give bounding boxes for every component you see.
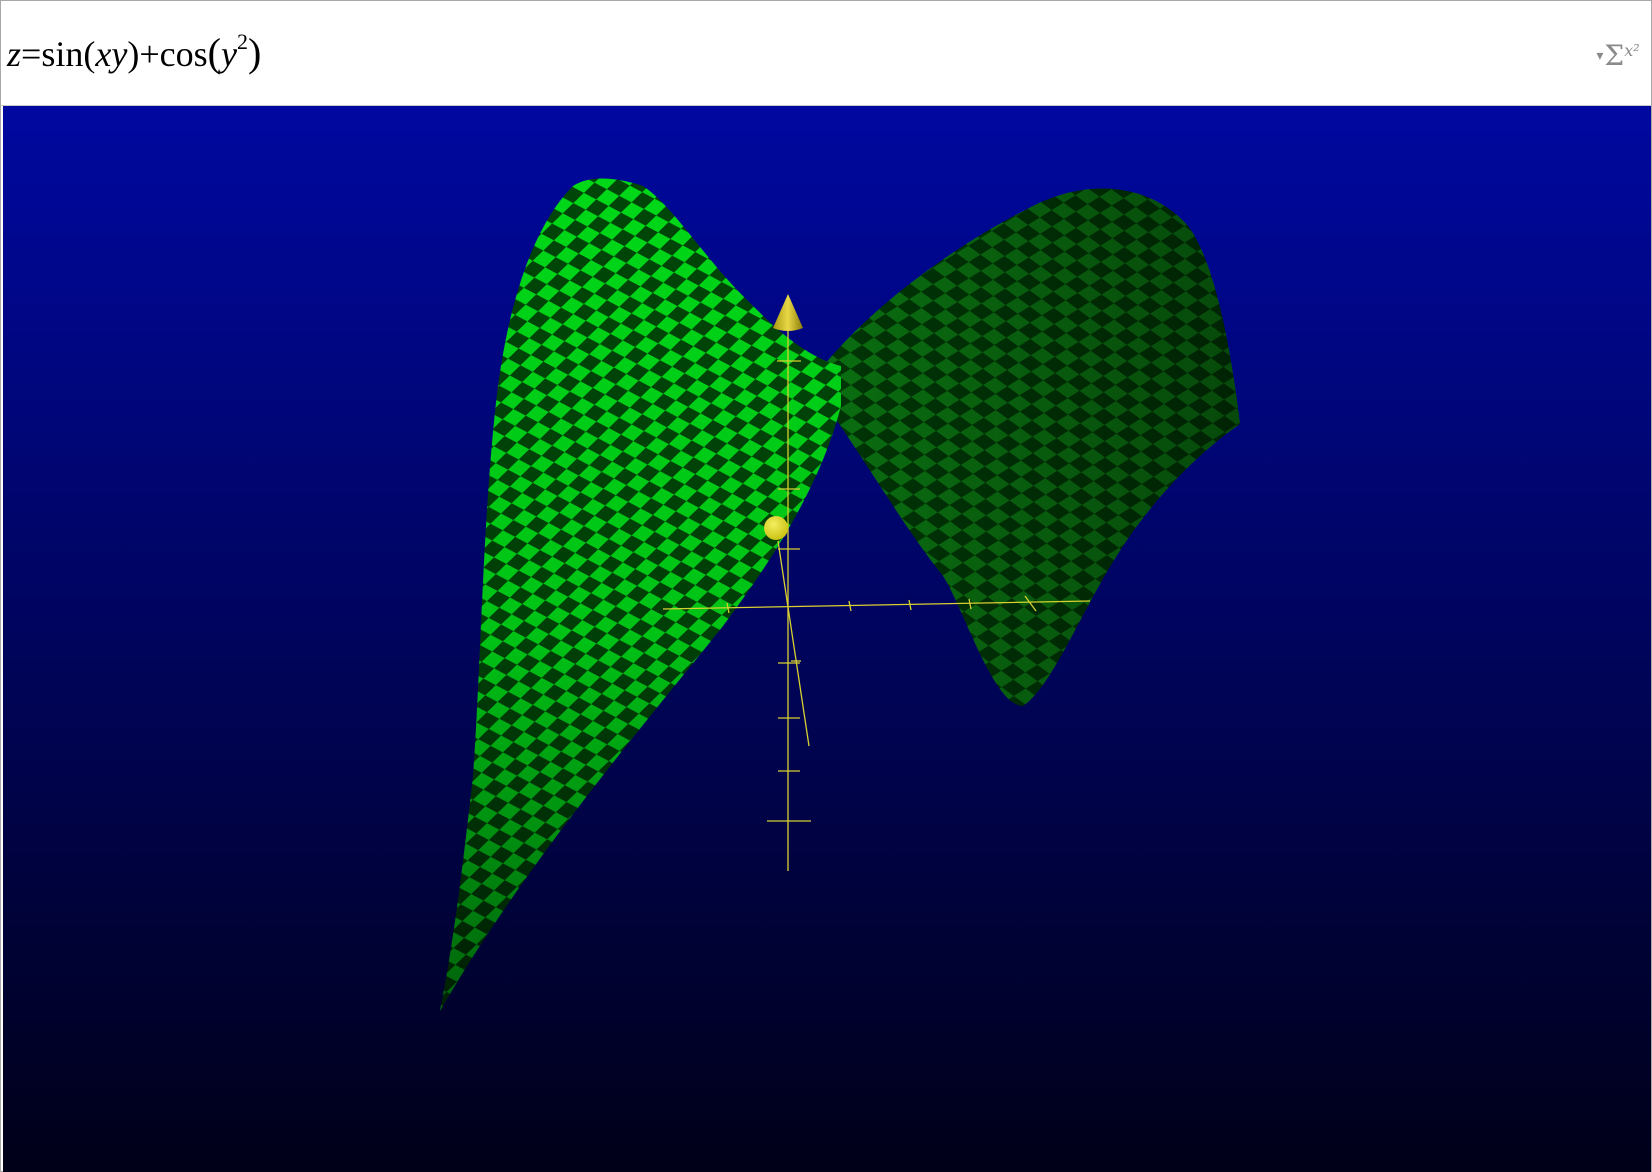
graphics-canvas[interactable] — [3, 106, 1651, 1172]
background-gradient — [3, 106, 1651, 1172]
function-surface[interactable] — [440, 178, 1240, 1012]
z-variable: z — [7, 34, 22, 74]
sin-argument: xy — [95, 34, 128, 74]
equals-sign: = — [21, 34, 42, 74]
z-axis-arrowhead-icon — [773, 294, 803, 331]
sigma-icon: Σ — [1604, 39, 1625, 72]
surface-left-shading — [440, 178, 841, 1011]
graphics-3d-view[interactable] — [3, 106, 1651, 1172]
equation-display[interactable]: z=sin(xy)+cos(y2) — [7, 31, 261, 76]
origin-point-marker[interactable] — [764, 516, 788, 540]
cos-function: cos — [159, 34, 208, 74]
surface-right-shading — [823, 188, 1240, 707]
x-squared-icon: x² — [1624, 40, 1640, 60]
cos-argument-base: y — [220, 34, 237, 74]
x-axis-ticks — [726, 595, 1037, 614]
right-paren: ) — [247, 30, 262, 75]
z-axis-ticks — [767, 360, 811, 822]
dropdown-caret-icon: ▾ — [1596, 48, 1604, 64]
coordinate-axes — [662, 331, 1091, 871]
cos-argument-exponent: 2 — [236, 29, 248, 54]
sin-function: sin — [41, 34, 84, 74]
y-axis — [777, 540, 810, 747]
left-paren: ( — [207, 30, 221, 75]
plus-sign: + — [139, 34, 160, 74]
formula-input-bar[interactable]: z=sin(xy)+cos(y2) ▾ Σ x² — [1, 1, 1651, 106]
left-paren: ( — [83, 34, 96, 74]
x-axis — [662, 600, 1091, 610]
right-paren: ) — [127, 34, 140, 74]
insert-math-button[interactable]: ▾ Σ x² — [1591, 39, 1645, 73]
